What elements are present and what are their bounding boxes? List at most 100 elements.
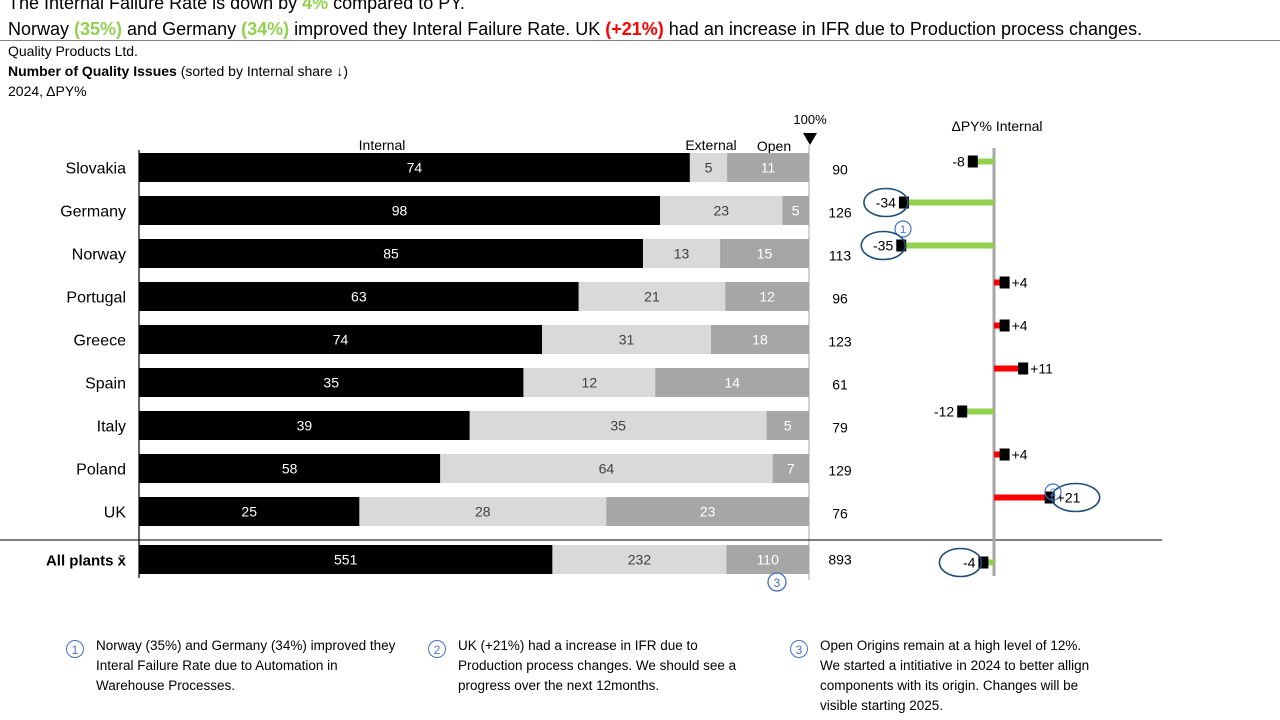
note-2: 2 UK (+21%) had a increase in IFR due to … xyxy=(428,636,758,696)
row-bar-internal xyxy=(139,368,524,397)
total-bar-open xyxy=(726,545,809,574)
headline-highlight-good: 4% xyxy=(302,0,329,13)
row-value-external: 5 xyxy=(705,160,713,176)
hundred-percent-marker xyxy=(803,133,817,145)
note-text: Open Origins remain at a high level of 1… xyxy=(820,638,1090,713)
row-category-label: Spain xyxy=(85,376,126,393)
row-value-external: 64 xyxy=(599,461,615,477)
total-total-value: 893 xyxy=(828,552,852,568)
chart-period: 2024, ΔPY% xyxy=(8,83,87,99)
annotation-ellipse-germany xyxy=(863,187,909,218)
headline-highlight-good: (35%) xyxy=(74,19,123,39)
row-bar-open xyxy=(606,497,809,526)
row-category-label: Poland xyxy=(76,462,126,479)
total-delta-label: -4 xyxy=(963,555,976,571)
row-bar-external xyxy=(359,497,607,526)
row-delta-marker xyxy=(957,405,968,418)
note-badge: 3 xyxy=(790,640,808,658)
row-bar-internal xyxy=(139,325,543,354)
row-delta-marker xyxy=(967,155,978,168)
row-total-value: 96 xyxy=(832,291,848,307)
row-bar-internal xyxy=(139,497,360,526)
total-bar-internal xyxy=(139,545,553,574)
row-delta-marker xyxy=(999,448,1010,461)
chart-title-main: Number of Quality Issues xyxy=(8,63,177,79)
row-bar-open xyxy=(720,239,809,268)
row-value-open: 5 xyxy=(792,203,800,219)
row-total-value: 113 xyxy=(829,248,852,264)
total-delta-marker xyxy=(978,556,989,569)
annotation-ellipse-norway xyxy=(860,230,907,261)
headline-text: and Germany xyxy=(122,19,242,39)
row-bar-open xyxy=(766,411,809,440)
row-value-open: 23 xyxy=(700,504,716,520)
row-bar-internal xyxy=(139,411,470,440)
row-value-external: 23 xyxy=(713,203,729,219)
row-value-open: 11 xyxy=(761,160,776,176)
headline-text: The Internal Failure Rate is down by xyxy=(8,0,303,13)
row-value-open: 12 xyxy=(759,289,775,305)
row-total-value: 61 xyxy=(832,377,848,393)
row-delta-marker xyxy=(898,196,909,209)
row-bar-external xyxy=(642,239,721,268)
chart-title: Number of Quality Issues (sorted by Inte… xyxy=(8,63,348,79)
row-value-external: 31 xyxy=(619,332,635,348)
row-category-label: Italy xyxy=(97,419,126,436)
row-delta-label: -8 xyxy=(952,154,965,170)
row-bar-internal xyxy=(139,153,690,182)
row-value-internal: 74 xyxy=(333,332,349,348)
row-value-internal: 25 xyxy=(241,504,257,520)
row-value-open: 14 xyxy=(724,375,740,391)
row-value-open: 7 xyxy=(787,461,795,477)
row-bar-open xyxy=(710,325,809,354)
annotation-ellipse-uk xyxy=(1050,482,1101,513)
row-category-label: UK xyxy=(104,505,127,522)
row-bar-internal xyxy=(139,239,643,268)
row-value-external: 28 xyxy=(475,504,491,520)
row-value-internal: 63 xyxy=(351,289,367,305)
row-delta-marker xyxy=(896,239,907,252)
row-bar-external xyxy=(469,411,767,440)
series-header-internal: Internal xyxy=(359,137,406,153)
row-bar-external xyxy=(440,454,773,483)
row-total-value: 126 xyxy=(828,205,852,221)
annotation-ellipse-total xyxy=(938,547,983,578)
row-delta-label: -12 xyxy=(934,404,954,420)
row-value-internal: 39 xyxy=(297,418,313,434)
annotation-badge xyxy=(894,220,912,238)
row-value-internal: 58 xyxy=(282,461,298,477)
row-total-value: 123 xyxy=(828,334,852,350)
row-delta-marker xyxy=(1018,362,1029,375)
header-divider xyxy=(0,40,1280,41)
row-total-value: 129 xyxy=(828,463,852,479)
company-name: Quality Products Ltd. xyxy=(8,43,138,59)
headline-text: Norway xyxy=(8,19,75,39)
row-value-internal: 74 xyxy=(407,160,423,176)
row-bar-open xyxy=(772,454,809,483)
series-header-external: External xyxy=(685,137,736,153)
row-value-external: 13 xyxy=(674,246,690,262)
row-value-internal: 85 xyxy=(383,246,399,262)
row-category-label: Greece xyxy=(74,333,127,350)
annotation-badge-number: 1 xyxy=(900,224,906,236)
row-category-label: Norway xyxy=(72,247,126,264)
headline-line-2: Norway (35%) and Germany (34%) improved … xyxy=(8,19,1142,40)
row-delta-label: -34 xyxy=(876,195,896,211)
note-badge: 1 xyxy=(66,640,84,658)
total-bar-external xyxy=(552,545,727,574)
row-bar-open xyxy=(782,196,809,225)
row-bar-internal xyxy=(139,196,661,225)
headline-highlight-bad: (+21%) xyxy=(605,19,664,39)
row-category-label: Germany xyxy=(60,204,126,221)
note-3: 3 Open Origins remain at a high level of … xyxy=(790,636,1100,716)
note-1: 1 Norway (35%) and Germany (34%) improved… xyxy=(66,636,396,696)
row-bar-open xyxy=(725,282,809,311)
row-bar-external xyxy=(542,325,711,354)
annotation-badge-number: 2 xyxy=(1050,487,1056,499)
note-text: UK (+21%) had a increase in IFR due to P… xyxy=(458,638,737,693)
row-delta-label: +4 xyxy=(1012,275,1028,291)
row-bar-open xyxy=(655,368,809,397)
headline-highlight-good: (34%) xyxy=(241,19,290,39)
note-badge: 2 xyxy=(428,640,446,658)
row-value-external: 12 xyxy=(582,375,598,391)
